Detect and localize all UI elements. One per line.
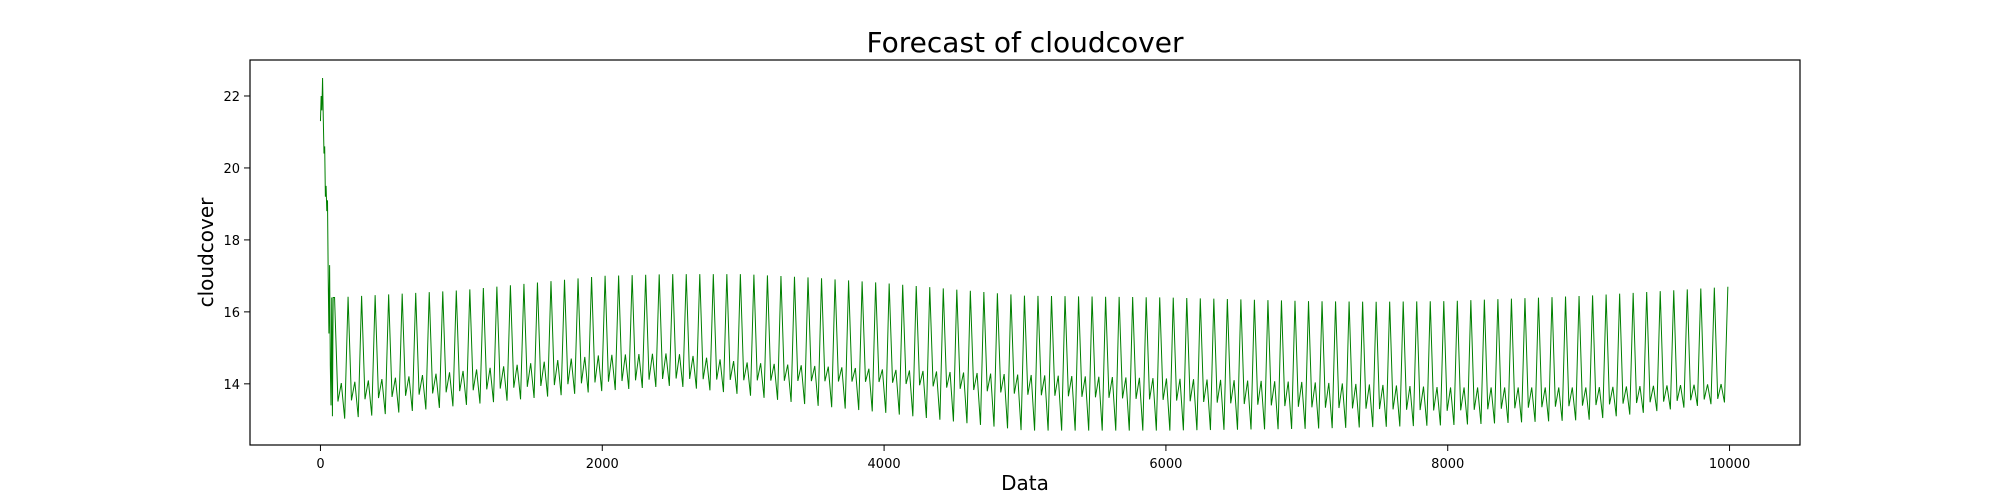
x-tick-label: 8000 [1431,457,1464,472]
x-tick-label: 4000 [868,457,901,472]
y-tick-label: 16 [223,306,240,321]
y-tick-label: 14 [223,378,240,393]
x-tick-label: 0 [316,457,324,472]
series-line-0 [319,77,1729,431]
plot-area [319,77,1729,431]
x-tick-label: 10000 [1709,457,1750,472]
y-axis-title: cloudcover [194,197,218,308]
y-tick-label: 20 [223,162,240,177]
y-tick-label: 22 [223,90,240,105]
y-tick-label: 18 [223,234,240,249]
axes: 0 2000 4000 6000 8000 10000 14 16 18 20 22 [223,90,1750,472]
plot-frame [249,59,1801,446]
x-axis-title: Data [1001,471,1049,495]
x-tick-label: 2000 [586,457,619,472]
x-tick-label: 6000 [1149,457,1182,472]
chart-title: Forecast of cloudcover [867,26,1184,59]
